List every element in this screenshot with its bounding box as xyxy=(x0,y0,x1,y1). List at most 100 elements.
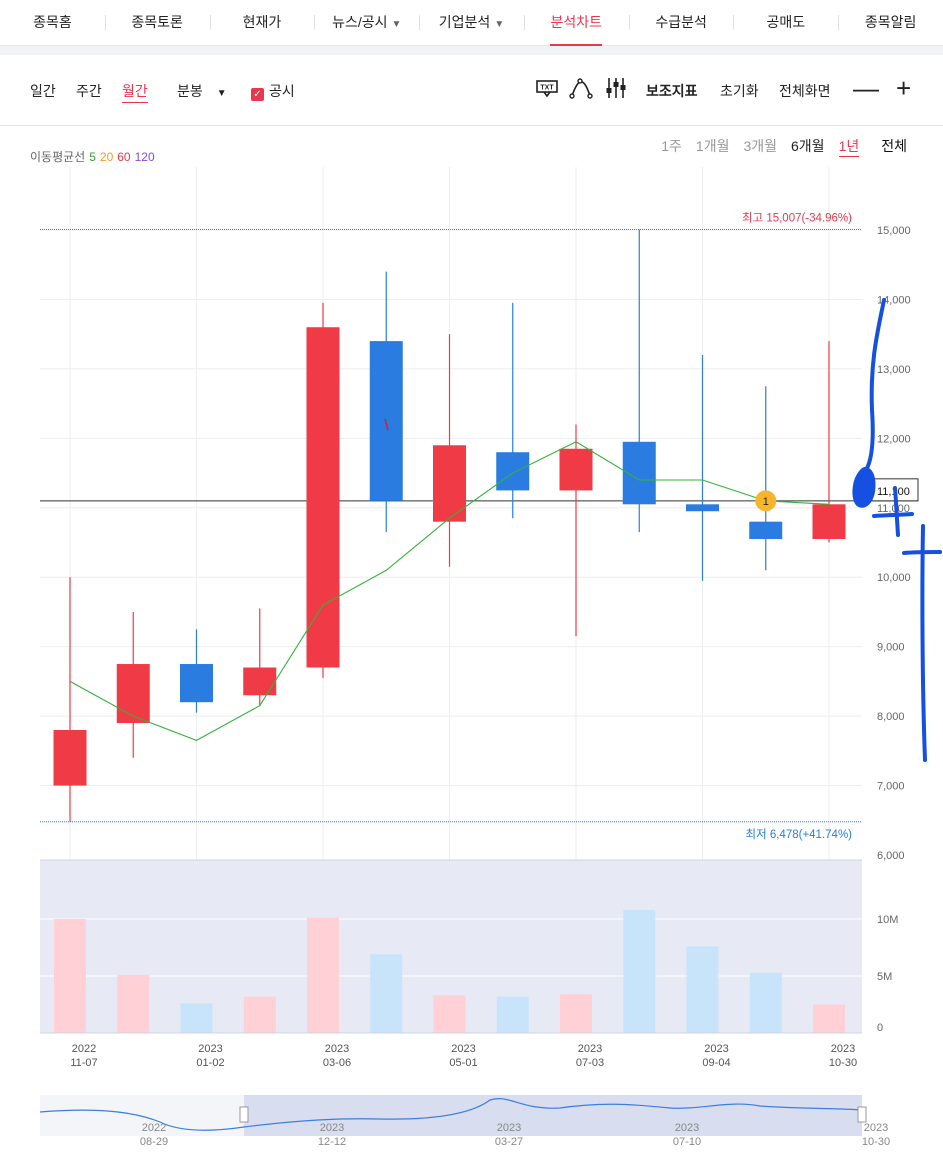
volume-axis-tick-label: 5M xyxy=(877,971,892,983)
annotation-stroke xyxy=(872,512,914,518)
ma20-label: 20 xyxy=(99,150,114,164)
range-6m-button[interactable]: 6개월 xyxy=(791,138,825,154)
navigator-tick-year: 2022 xyxy=(142,1122,166,1134)
ma5-line xyxy=(69,441,830,742)
period-monthly-button[interactable]: 월간 xyxy=(122,81,148,103)
nav-stock-discussion[interactable]: 종목토론 xyxy=(104,0,210,46)
y-axis-tick-label: 8,000 xyxy=(877,711,905,723)
reset-button[interactable]: 초기화 xyxy=(720,83,759,99)
zoom-in-icon[interactable]: + xyxy=(896,73,912,103)
y-axis-tick-label: 6,000 xyxy=(877,850,905,862)
x-axis-tick-date: 11-07 xyxy=(70,1057,97,1069)
y-axis-tick-label: 14,000 xyxy=(877,294,911,306)
minute-dropdown[interactable]: 분봉 ▼ xyxy=(177,81,227,101)
nav-stock-alert[interactable]: 종목알림 xyxy=(838,0,943,46)
navigator-tick-date: 12-12 xyxy=(318,1136,346,1148)
annotation-stroke xyxy=(893,486,900,537)
navigator-line xyxy=(39,1098,863,1131)
text-tool-icon[interactable]: TXT xyxy=(535,76,559,100)
nav-label: 공매도 xyxy=(766,13,806,30)
disclosure-toggle[interactable]: ✓ 공시 xyxy=(251,81,295,101)
navigator-right-handle xyxy=(857,1106,867,1123)
range-1y-button[interactable]: 1년 xyxy=(838,136,860,157)
nav-news-disclosure[interactable]: 뉴스/공시 ▼ xyxy=(314,0,419,46)
candle-up xyxy=(559,448,593,491)
y-axis-tick-label: 7,000 xyxy=(877,781,905,793)
period-daily-button[interactable]: 일간 xyxy=(30,83,56,99)
nav-company-analysis[interactable]: 기업분석 ▼ xyxy=(419,0,524,46)
nav-short-selling[interactable]: 공매도 xyxy=(733,0,838,46)
nav-supply-demand[interactable]: 수급분석 xyxy=(628,0,734,46)
range-1m-button[interactable]: 1개월 xyxy=(695,138,730,154)
navigator-tick-year: 2023 xyxy=(320,1122,344,1134)
volume-bar xyxy=(749,972,782,1033)
navigator-tick-date: 10-30 xyxy=(862,1136,890,1148)
x-axis-tick-year: 2023 xyxy=(198,1043,222,1055)
navigator-tick-year: 2023 xyxy=(497,1122,521,1134)
zoom-out-icon[interactable]: — xyxy=(853,73,879,103)
range-1w-button[interactable]: 1주 xyxy=(661,138,682,154)
draw-line-tool-icon[interactable] xyxy=(569,76,593,100)
volume-bar xyxy=(813,1004,845,1033)
top-navigation: 종목홈 종목토론 현재가 뉴스/공시 ▼ 기업분석 ▼ 분석차트 수급분석 공매도 … xyxy=(0,0,943,46)
candle-down xyxy=(749,521,783,540)
section-divider xyxy=(0,46,943,55)
chart-toolbar: 일간 주간 월간 분봉 ▼ ✓ 공시 TXT 보조지표 초기화 전체화면 — + xyxy=(0,56,943,126)
nav-analysis-chart[interactable]: 분석차트 xyxy=(523,0,629,46)
candle-up xyxy=(433,445,466,522)
ma5-label: 5 xyxy=(89,150,96,164)
y-axis-tick-label: 9,000 xyxy=(877,642,905,654)
caret-down-icon: ▼ xyxy=(391,18,402,30)
y-axis-tick-label: 13,000 xyxy=(877,364,911,376)
volume-bar xyxy=(433,995,466,1033)
y-axis-tick-label: 12,000 xyxy=(877,433,911,445)
x-axis-tick-year: 2023 xyxy=(578,1043,602,1055)
price-chart[interactable]: 15,000 14,000 13,000 12,000 11,000 10,000 9,00… xyxy=(0,160,943,1158)
nav-label: 현재가 xyxy=(242,13,282,30)
ma60-label: 60 xyxy=(117,150,131,164)
candle-down xyxy=(686,504,719,512)
nav-stock-home[interactable]: 종목홈 xyxy=(0,0,105,46)
candle-down xyxy=(496,452,530,491)
x-axis-tick-date: 10-30 xyxy=(829,1057,857,1069)
annotation-stroke xyxy=(864,298,886,472)
caret-down-icon: ▼ xyxy=(494,18,505,30)
ma-legend-title: 이동평균선 xyxy=(30,150,86,164)
nav-label: 종목홈 xyxy=(33,13,72,30)
nav-label: 뉴스/공시 xyxy=(332,13,388,30)
period-weekly-button[interactable]: 주간 xyxy=(76,83,102,99)
volume-axis-tick-label: 10M xyxy=(877,914,898,926)
checkbox-checked-icon: ✓ xyxy=(251,88,264,101)
range-3m-button[interactable]: 3개월 xyxy=(743,138,778,154)
nav-current-price[interactable]: 현재가 xyxy=(209,0,315,46)
volume-bar xyxy=(623,909,656,1033)
nav-label: 분석차트 xyxy=(550,13,603,30)
volume-bar xyxy=(54,919,86,1033)
nav-label: 수급분석 xyxy=(655,13,707,30)
x-axis-tick-year: 2022 xyxy=(72,1043,96,1055)
volume-bar xyxy=(180,1003,213,1033)
annotation-stroke xyxy=(384,418,389,431)
navigator-tick-date: 03-27 xyxy=(495,1136,523,1148)
nav-label: 기업분석 xyxy=(438,13,491,30)
nav-label: 종목토론 xyxy=(131,13,183,30)
volume-axis-tick-label: 0 xyxy=(877,1022,883,1034)
volume-bar xyxy=(117,974,150,1033)
caret-down-icon: ▼ xyxy=(216,88,227,99)
minute-label: 분봉 xyxy=(177,83,203,99)
candle-up xyxy=(306,327,340,668)
max-price-label: 최고 15,007(-34.96%) xyxy=(742,212,852,225)
disclosure-label: 공시 xyxy=(269,83,295,99)
annotation-stroke xyxy=(902,550,942,555)
nav-label: 종목알림 xyxy=(864,13,917,30)
x-axis-tick-year: 2023 xyxy=(831,1043,855,1055)
volume-bar xyxy=(243,996,276,1033)
range-all-button[interactable]: 전체 xyxy=(881,138,907,154)
volume-bar xyxy=(307,917,339,1033)
candle-settings-icon[interactable] xyxy=(604,76,628,100)
fullscreen-button[interactable]: 전체화면 xyxy=(779,83,831,99)
indicators-button[interactable]: 보조지표 xyxy=(646,83,698,99)
disclosure-marker-label: 1 xyxy=(763,496,769,508)
annotation-stroke xyxy=(920,524,927,762)
ma120-label: 120 xyxy=(134,150,155,164)
